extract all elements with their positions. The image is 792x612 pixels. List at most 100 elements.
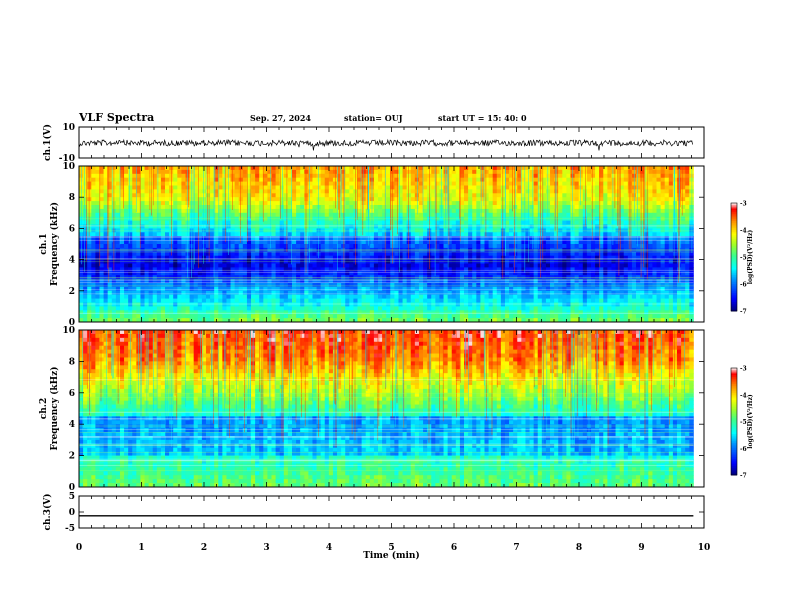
spectrogram-cell — [398, 181, 403, 186]
spectrogram-cell — [218, 220, 223, 225]
spectrogram-cell — [255, 201, 260, 206]
spectrogram-cell — [259, 267, 264, 272]
spectrogram-cell — [525, 224, 530, 229]
spectrogram-cell — [173, 286, 178, 292]
spectrogram-cell — [660, 177, 666, 182]
spectrogram-cell — [279, 244, 285, 249]
spectrogram-cell — [517, 263, 522, 268]
spectrogram-cell — [689, 169, 694, 175]
spectrogram-cell — [386, 286, 391, 292]
spectrogram-cell — [439, 255, 444, 260]
spectrogram-cell — [484, 236, 489, 241]
spectrogram-cell — [509, 220, 514, 225]
spectrogram-cell — [222, 286, 227, 292]
spectrogram-cell — [177, 267, 182, 272]
spectrogram-cell — [378, 244, 383, 249]
spectrogram-cell — [373, 181, 379, 186]
spectrogram-cell — [369, 255, 375, 260]
spectrogram-cell — [177, 220, 182, 225]
spectrogram-cell — [410, 290, 416, 296]
spectrogram-cell — [140, 267, 145, 272]
spectrogram-cell — [599, 185, 604, 190]
spectrogram-cell — [124, 271, 129, 276]
spectrogram-cell — [136, 212, 141, 218]
spectrogram-cell — [251, 263, 256, 268]
spectrogram-cell — [119, 286, 125, 292]
spectrogram-cell — [574, 224, 580, 229]
spectrogram-cell — [119, 189, 125, 194]
spectrogram-cell — [283, 283, 289, 288]
spectrogram-cell — [99, 286, 104, 292]
spectrogram-cell — [541, 205, 547, 210]
spectrogram-cell — [361, 181, 367, 186]
spectrogram-cell — [308, 267, 313, 272]
spectrogram-cell — [242, 197, 248, 202]
spectrogram-cell — [283, 279, 289, 284]
spectrogram-cell — [574, 290, 580, 296]
spectrogram-cell — [435, 212, 440, 218]
spectrogram-cell — [627, 290, 633, 296]
spectrogram-cell — [132, 294, 137, 299]
spectrogram-cell — [476, 166, 481, 171]
spectrogram-cell — [304, 193, 309, 198]
spectrogram-cell — [316, 193, 322, 198]
spectrogram-cell — [267, 228, 272, 233]
spectrogram-cell — [189, 177, 195, 182]
spectrogram-cell — [578, 173, 584, 179]
spectrogram-cell — [169, 290, 174, 296]
spectrogram-cell — [394, 271, 399, 276]
spectrogram-cell — [455, 166, 461, 171]
spectrogram-cell — [435, 197, 440, 202]
spectrogram-cell — [615, 271, 621, 276]
spectrogram-cell — [640, 255, 645, 260]
spectrogram-cell — [349, 283, 354, 288]
spectrogram-cell — [246, 166, 252, 171]
spectrogram-cell — [349, 201, 354, 206]
spectrogram-cell — [115, 189, 121, 194]
spectrogram-cell — [636, 185, 641, 190]
spectrogram-cell — [517, 279, 522, 284]
spectrogram-cell — [533, 279, 539, 284]
spectrogram-cell — [590, 189, 596, 194]
spectrogram-cell — [541, 201, 547, 206]
spectrogram-cell — [619, 279, 625, 284]
spectrogram-cell — [361, 240, 367, 245]
spectrogram-cell — [496, 283, 502, 288]
spectrogram-cell — [402, 169, 408, 175]
spectrogram-cell — [562, 189, 567, 194]
spectrogram-cell — [668, 236, 674, 241]
spectrogram-cell — [545, 173, 551, 179]
spectrogram-cell — [144, 193, 150, 198]
spectrogram-cell — [242, 205, 248, 210]
spectrogram-cell — [160, 244, 166, 249]
spectrogram-cell — [533, 212, 539, 218]
spectrogram-cell — [418, 251, 424, 257]
spectrogram-cell — [214, 169, 219, 175]
spectrogram-cell — [107, 240, 113, 245]
spectrogram-cell — [320, 267, 326, 272]
spectrogram-cell — [590, 185, 596, 190]
spectrogram-cell — [234, 193, 240, 198]
spectrogram-cell — [349, 286, 354, 292]
spectrogram-cell — [205, 208, 211, 214]
spectrogram-cell — [152, 197, 158, 202]
spectrogram-cell — [341, 193, 346, 198]
spectrogram-cell — [365, 220, 371, 225]
spectrogram-cell — [165, 224, 170, 229]
spectrogram-cell — [263, 193, 268, 198]
spectrogram-cell — [87, 224, 92, 229]
spectrogram-cell — [271, 244, 276, 249]
spectrogram-cell — [353, 267, 358, 272]
spectrogram-cell — [361, 166, 367, 171]
spectrogram-cell — [631, 232, 637, 237]
spectrogram-cell — [623, 212, 629, 218]
spectrogram-cell — [177, 240, 182, 245]
spectrogram-cell — [283, 166, 289, 171]
spectrogram-cell — [418, 244, 424, 249]
spectrogram-cell — [251, 255, 256, 260]
spectrogram-cell — [115, 290, 121, 296]
spectrogram-cell — [214, 220, 219, 225]
spectrogram-cell — [521, 232, 526, 237]
spectrogram-cell — [107, 212, 113, 218]
spectrogram-cell — [263, 286, 268, 292]
